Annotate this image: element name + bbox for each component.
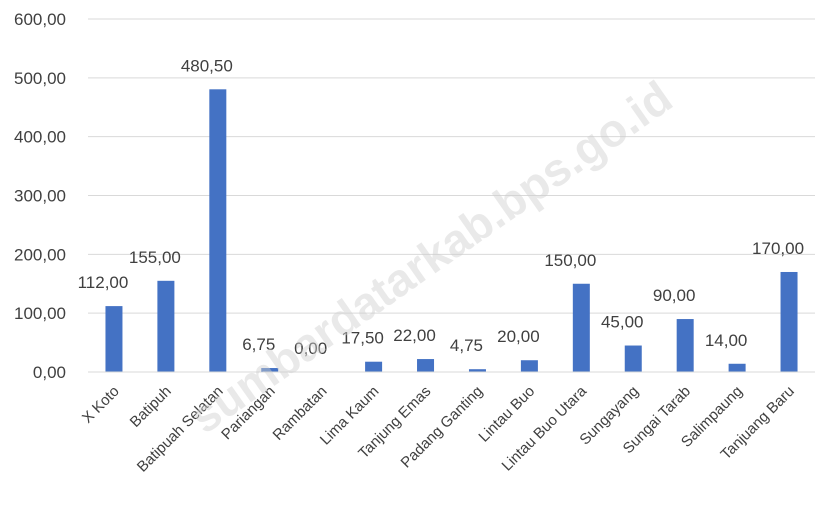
- bar: [572, 283, 590, 372]
- data-label: 4,75: [450, 336, 483, 355]
- bar: [728, 363, 746, 372]
- data-label: 112,00: [78, 273, 129, 292]
- bar: [105, 306, 123, 372]
- y-tick-label: 400,00: [14, 128, 66, 147]
- y-tick-label: 500,00: [14, 69, 66, 88]
- data-label: 155,00: [129, 248, 181, 267]
- bar: [365, 361, 383, 372]
- data-label: 480,50: [181, 56, 233, 75]
- bar: [261, 368, 279, 372]
- x-tick-label: X Koto: [79, 383, 123, 427]
- watermark: sumbardatarkab.bps.go.id: [180, 71, 681, 443]
- bar: [468, 369, 486, 372]
- bar: [209, 89, 227, 372]
- bars: [105, 89, 798, 372]
- data-label: 20,00: [497, 327, 540, 346]
- x-tick-label: Batipuh: [127, 383, 175, 431]
- gridlines: [88, 18, 815, 373]
- data-label: 6,75: [242, 335, 275, 354]
- bar: [624, 345, 642, 372]
- y-tick-label: 0,00: [33, 363, 66, 382]
- data-label: 90,00: [653, 286, 696, 305]
- data-label: 0,00: [294, 339, 327, 358]
- data-label: 150,00: [544, 251, 596, 270]
- bar: [676, 319, 694, 372]
- data-label: 14,00: [705, 331, 748, 350]
- data-label: 22,00: [393, 326, 436, 345]
- y-axis: 0,00 100,00 200,00 300,00 400,00 500,00 600,00: [14, 10, 66, 382]
- y-tick-label: 100,00: [14, 304, 66, 323]
- data-label: 170,00: [752, 239, 804, 258]
- data-label: 45,00: [601, 313, 644, 332]
- bar: [417, 359, 435, 372]
- y-tick-label: 200,00: [14, 245, 66, 264]
- bar: [157, 280, 175, 372]
- bar: [780, 271, 798, 372]
- data-label: 17,50: [341, 329, 384, 348]
- y-tick-label: 300,00: [14, 187, 66, 206]
- bar: [520, 360, 538, 372]
- y-tick-label: 600,00: [14, 10, 66, 29]
